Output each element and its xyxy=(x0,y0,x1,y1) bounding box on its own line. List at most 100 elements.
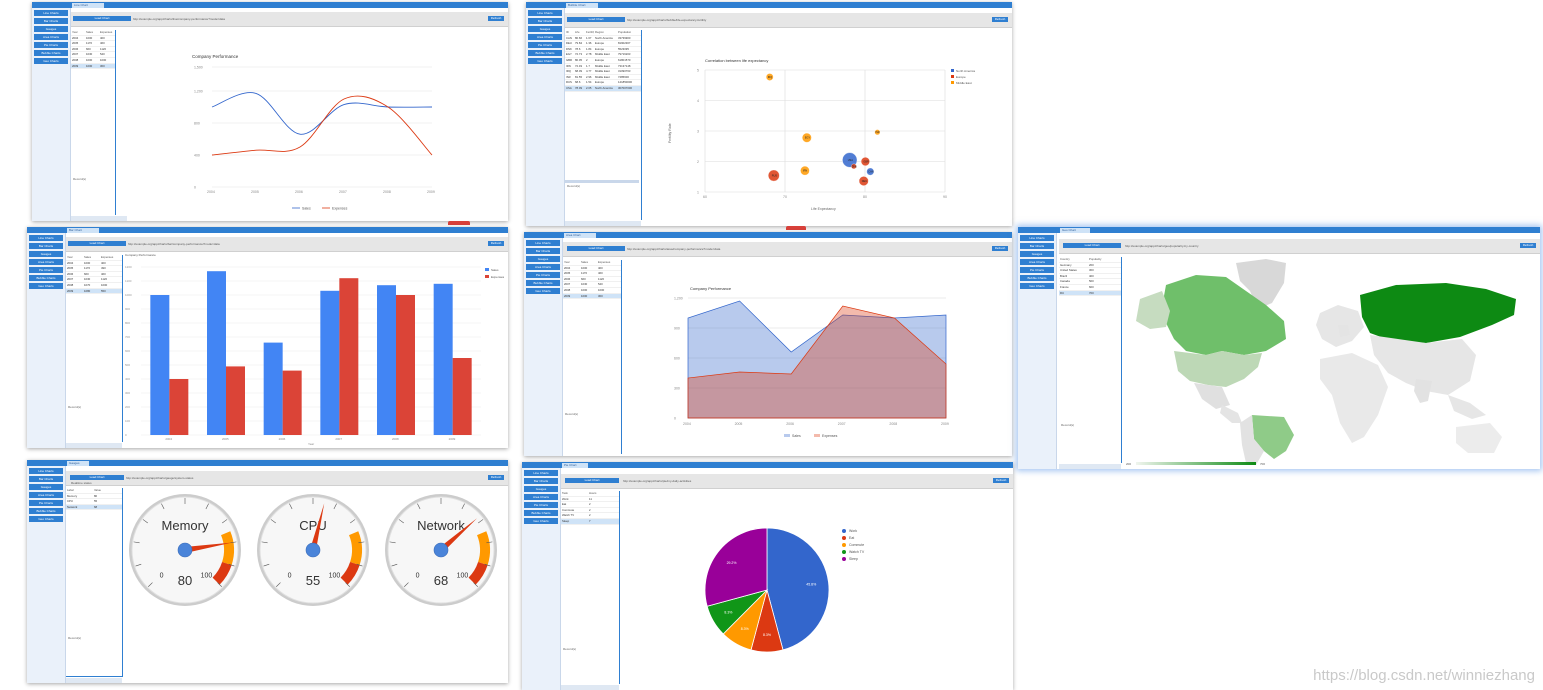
table-row[interactable]: DNK 78.6 1.84 Europe 5523095 xyxy=(565,47,641,53)
table-row[interactable]: IRQ 68.09 4.77 Middle East 31090763 xyxy=(565,69,641,75)
sidebar-item[interactable]: Pie Charts xyxy=(524,502,558,508)
sidebar-item[interactable]: Line Charts xyxy=(29,235,63,241)
tab-bubble-chart[interactable]: Bubble Chart xyxy=(566,3,598,8)
table-row[interactable]: 2009 1080 550 xyxy=(66,288,122,295)
sidebar-item[interactable]: Bar Charts xyxy=(524,478,558,484)
refresh-button[interactable]: Refresh xyxy=(992,17,1008,22)
table-row[interactable]: 2009 1000 300 xyxy=(71,63,115,70)
table-row[interactable]: 2008 1070 1000 xyxy=(66,283,122,289)
pager[interactable] xyxy=(561,685,619,690)
table-row[interactable]: France 600 xyxy=(1059,285,1121,291)
sidebar-item[interactable]: Geo Charts xyxy=(1020,283,1054,289)
sidebar-item[interactable]: Gauges xyxy=(29,251,63,257)
tab-bar-chart[interactable]: Bar Chart xyxy=(67,228,99,233)
sidebar-item[interactable]: Gauges xyxy=(524,486,558,492)
table-row[interactable]: 2006 660 1120 xyxy=(563,277,621,283)
table-row[interactable]: USA 78.09 2.05 North America 307007000 xyxy=(565,85,641,92)
sidebar-item[interactable]: Pie Charts xyxy=(29,500,63,506)
table-row[interactable]: Network 68 xyxy=(66,504,122,511)
table-row[interactable]: Commute 2 xyxy=(561,508,619,514)
sidebar-item[interactable]: Bubble Charts xyxy=(524,510,558,516)
table-row[interactable]: 2004 1000 400 xyxy=(71,36,115,42)
load-chart-button[interactable]: Load Chart xyxy=(565,478,619,483)
sidebar-item[interactable]: Pie Charts xyxy=(1020,267,1054,273)
sidebar-item[interactable]: Bubble Charts xyxy=(1020,275,1054,281)
sidebar-item[interactable]: Bar Charts xyxy=(526,248,560,254)
tab-gauges[interactable]: Gauges xyxy=(67,461,89,466)
sidebar-item[interactable]: Bar Charts xyxy=(29,243,63,249)
table-row[interactable]: Watch TV 2 xyxy=(561,513,619,519)
table-row[interactable]: Memory 80 xyxy=(66,494,122,500)
sidebar-item[interactable]: Line Charts xyxy=(34,10,68,16)
refresh-button[interactable]: Refresh xyxy=(1520,243,1536,248)
table-row[interactable]: United States 300 xyxy=(1059,268,1121,274)
refresh-button[interactable]: Refresh xyxy=(488,475,504,480)
url-field[interactable]: http://example.org/app/charts/area/compa… xyxy=(627,247,721,251)
table-row[interactable]: IRN 72.49 1.7 Middle East 73137148 xyxy=(565,64,641,70)
load-chart-button[interactable]: Load Chart xyxy=(68,241,126,246)
refresh-button[interactable]: Refresh xyxy=(993,478,1009,483)
pager[interactable] xyxy=(1059,464,1121,469)
sidebar-item[interactable]: Line Charts xyxy=(526,240,560,246)
sidebar-item[interactable]: Area Charts xyxy=(526,264,560,270)
pager[interactable] xyxy=(565,221,641,226)
table-row[interactable]: Canada 500 xyxy=(1059,279,1121,285)
sidebar-item[interactable]: Bar Charts xyxy=(34,18,68,24)
table-row[interactable]: 2006 660 460 xyxy=(66,272,122,278)
sidebar-item[interactable]: Area Charts xyxy=(524,494,558,500)
sidebar-item[interactable]: Geo Charts xyxy=(29,283,63,289)
sidebar-item[interactable]: Area Charts xyxy=(1020,259,1054,265)
table-row[interactable]: 2007 1030 1120 xyxy=(66,277,122,283)
table-row[interactable]: 2007 1030 540 xyxy=(563,282,621,288)
url-field[interactable]: http://example.org/app/charts/bubble/lif… xyxy=(627,18,707,22)
refresh-button[interactable]: Refresh xyxy=(992,246,1008,251)
sidebar-item[interactable]: Gauges xyxy=(1020,251,1054,257)
sidebar-item[interactable]: Line Charts xyxy=(1020,235,1054,241)
load-chart-button[interactable]: Load Chart xyxy=(567,17,625,22)
sidebar-item[interactable]: Bar Charts xyxy=(528,18,562,24)
sidebar-item[interactable]: Gauges xyxy=(29,484,63,490)
tab-area-chart[interactable]: Area Chart xyxy=(564,233,596,238)
sidebar-item[interactable]: Geo Charts xyxy=(34,58,68,64)
horizontal-scrollbar[interactable] xyxy=(565,180,639,183)
table-row[interactable]: 2004 1000 400 xyxy=(563,266,621,272)
table-row[interactable]: ISR 81.55 2.96 Middle East 7485600 xyxy=(565,75,641,81)
sidebar-item[interactable]: Gauges xyxy=(34,26,68,32)
refresh-button[interactable]: Refresh xyxy=(488,16,504,21)
sidebar-item[interactable]: Pie Charts xyxy=(34,42,68,48)
table-row[interactable]: 2007 1030 540 xyxy=(71,52,115,58)
table-row[interactable]: RU 700 xyxy=(1059,290,1121,297)
sidebar-item[interactable]: Pie Charts xyxy=(29,267,63,273)
sidebar-item[interactable]: Line Charts xyxy=(524,470,558,476)
url-field[interactable]: http://example.org/app/charts/line/compa… xyxy=(133,17,225,21)
sidebar-item[interactable]: Line Charts xyxy=(29,468,63,474)
sidebar-item[interactable]: Area Charts xyxy=(34,34,68,40)
sidebar-item[interactable]: Bar Charts xyxy=(29,476,63,482)
sidebar-item[interactable]: Bubble Charts xyxy=(29,508,63,514)
tab-geo-chart[interactable]: Geo Chart xyxy=(1060,228,1090,233)
url-field[interactable]: http://example.org/app/charts/gauge/syst… xyxy=(126,476,194,480)
table-row[interactable]: EGY 72.73 2.78 Middle East 79716203 xyxy=(565,52,641,58)
table-row[interactable]: 2006 660 1120 xyxy=(71,47,115,53)
sidebar-item[interactable]: Pie Charts xyxy=(528,42,562,48)
sidebar-item[interactable]: Bubble Charts xyxy=(29,275,63,281)
table-row[interactable]: 2008 1000 1000 xyxy=(71,58,115,64)
table-row[interactable]: CAN 80.66 1.67 North America 33739900 xyxy=(565,36,641,42)
table-row[interactable]: 2005 1170 490 xyxy=(66,266,122,272)
url-field[interactable]: http://example.org/app/charts/pie/my-dai… xyxy=(623,479,692,483)
sidebar-item[interactable]: Bubble Charts xyxy=(526,280,560,286)
table-row[interactable]: 2009 1000 300 xyxy=(563,293,621,300)
table-row[interactable]: Eat 2 xyxy=(561,502,619,508)
sidebar-item[interactable]: Pie Charts xyxy=(526,272,560,278)
sidebar-item[interactable]: Bubble Charts xyxy=(34,50,68,56)
table-row[interactable]: Germany 200 xyxy=(1059,263,1121,269)
url-field[interactable]: http://example.org/app/charts/geo/popula… xyxy=(1125,244,1199,248)
table-row[interactable]: Sleep 7 xyxy=(561,518,619,525)
load-chart-button[interactable]: Load Chart xyxy=(70,475,124,480)
sidebar-item[interactable]: Line Charts xyxy=(528,10,562,16)
table-row[interactable]: RUS 68.6 1.54 Europe 141850000 xyxy=(565,80,641,86)
sidebar-item[interactable]: Geo Charts xyxy=(29,516,63,522)
load-chart-button[interactable]: Load Chart xyxy=(567,246,625,251)
table-row[interactable]: 2004 1000 400 xyxy=(66,261,122,267)
sidebar-item[interactable]: Geo Charts xyxy=(528,58,562,64)
